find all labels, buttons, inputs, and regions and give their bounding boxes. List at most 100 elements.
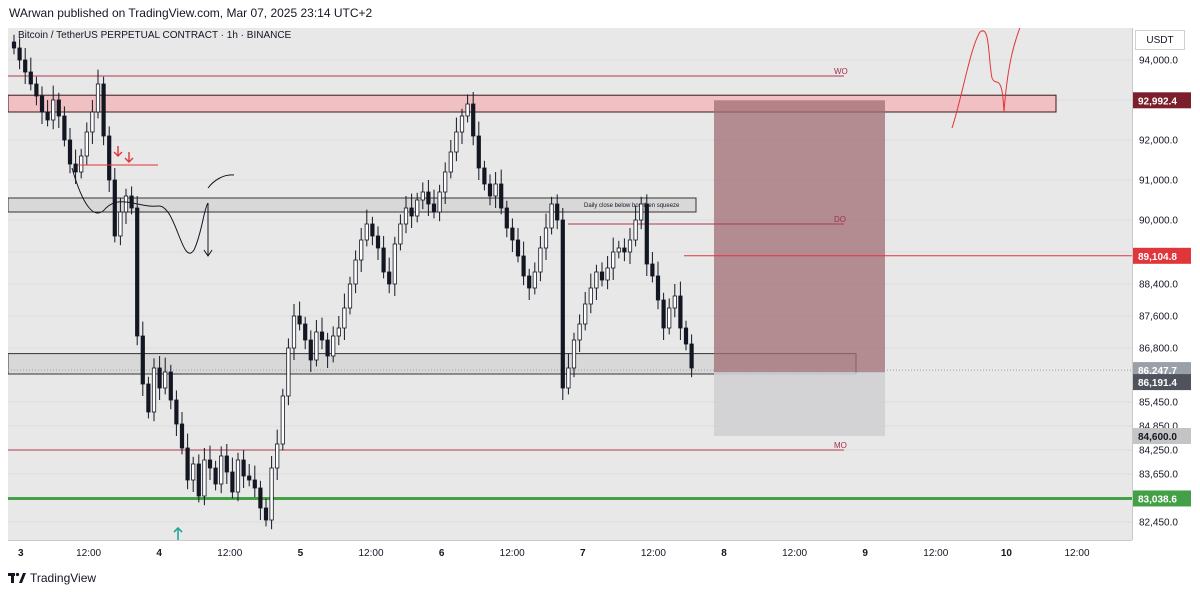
candle-up (163, 371, 168, 389)
drawn-path-down (71, 167, 209, 254)
candle-down (527, 275, 532, 289)
price-tick-label: 84,850.0 (1139, 422, 1178, 433)
grid-layer (8, 59, 1132, 523)
price-tick-label: 90,000.0 (1139, 216, 1178, 227)
candle-down (482, 167, 487, 185)
candle-down (431, 203, 437, 213)
drawn-red-projection (951, 28, 1021, 129)
candle-down (555, 203, 560, 221)
candle-down (62, 115, 67, 141)
candle-down (140, 335, 145, 385)
candle-down (224, 455, 229, 473)
candle-up (90, 111, 95, 133)
price-badge-label: 83,038.6 (1138, 494, 1177, 505)
currency-button[interactable]: USDT (1135, 30, 1185, 50)
candle-down (521, 255, 526, 277)
candle-down (622, 247, 627, 253)
price-badge-label: 92,992.4 (1138, 96, 1177, 107)
time-axis-labels: 3 12:00 4 12:00 5 12:00 6 12:00 7 12:00 8 12:00 9 12:… (18, 548, 1090, 559)
drawn-arrow-down (203, 203, 213, 257)
candle-down (252, 479, 257, 489)
candle-up (364, 223, 369, 241)
candle-up (532, 271, 537, 289)
price-badge-label: 84,600.0 (1138, 432, 1177, 443)
candle-down (504, 207, 509, 229)
candle-up (359, 239, 364, 261)
candle-up (269, 467, 274, 521)
candle-up (331, 335, 336, 357)
time-tick-label: 12:00 (500, 548, 525, 559)
candles-layer (11, 34, 694, 530)
candle-up (342, 307, 347, 329)
candle-up (616, 247, 621, 253)
candle-down (510, 227, 515, 241)
time-tick-label: 10 (1001, 548, 1013, 559)
position-target-area (714, 372, 885, 436)
candle-up (286, 347, 291, 397)
price-badge (1133, 428, 1191, 444)
candle-up (633, 219, 638, 241)
candle-down (258, 487, 263, 509)
candle-up (465, 103, 470, 117)
price-tick-label: 85,450.0 (1139, 398, 1178, 409)
price-tick-label: 83,650.0 (1139, 470, 1178, 481)
candle-up (291, 315, 297, 349)
candle-down (426, 191, 431, 205)
candle-up (347, 283, 353, 309)
green-arrow-up (173, 526, 183, 540)
candle-up (639, 203, 644, 221)
candle-down (499, 183, 504, 209)
candle-down (45, 111, 50, 121)
candle-up (437, 191, 442, 213)
symbol-title[interactable]: Bitcoin / TetherUS PERPETUAL CONTRACT · … (18, 30, 292, 41)
candle-up (420, 191, 425, 201)
time-tick-label: 6 (439, 548, 445, 559)
candle-up (202, 459, 207, 497)
squeeze-box (8, 197, 697, 213)
candle-up (403, 207, 409, 225)
candle-up (336, 327, 341, 337)
candle-down (101, 83, 106, 137)
candle-down (650, 263, 655, 277)
candle-up (353, 259, 358, 285)
time-tick-label: 9 (862, 548, 868, 559)
candle-up (275, 443, 280, 469)
candle-down (39, 95, 45, 113)
candle-down (409, 207, 414, 217)
candle-down (34, 83, 39, 97)
candle-up (151, 367, 157, 413)
candle-up (667, 307, 672, 329)
candle-up (219, 455, 224, 485)
candle-up (280, 395, 285, 445)
chart-area[interactable]: WO DO MO Daily close below box then squeeze… (8, 28, 1132, 540)
price-tick-label: 82,450.0 (1139, 518, 1178, 529)
time-tick-label: 5 (298, 548, 304, 559)
time-tick-label: 12:00 (923, 548, 948, 559)
candle-up (588, 287, 593, 305)
candle-up (627, 239, 633, 253)
candle-down (560, 219, 565, 389)
candle-down (179, 423, 185, 449)
footer-brand: TradingView (30, 571, 97, 585)
candle-up (392, 243, 397, 285)
price-badge-label: 86,247.7 (1138, 366, 1177, 377)
price-axis[interactable]: 94,000.093,000.092,000.091,000.090,000.0… (1132, 28, 1193, 540)
price-badge (1133, 490, 1191, 507)
candle-up (314, 331, 319, 361)
candle-down (263, 507, 269, 521)
publish-info: WArwan published on TradingView.com, Mar… (9, 6, 373, 20)
price-chart[interactable]: WO DO MO Daily close below box then squeeze (8, 28, 1132, 540)
candle-down (661, 299, 666, 329)
drawings-layer (71, 28, 1021, 540)
price-tick-label: 94,000.0 (1139, 56, 1178, 67)
price-badge (1133, 374, 1191, 391)
candle-down (241, 459, 246, 477)
candle-down (174, 399, 179, 425)
do-label: DO (834, 215, 846, 224)
time-axis[interactable]: 3 12:00 4 12:00 5 12:00 6 12:00 7 12:00 8 12:00 9 12:… (8, 540, 1132, 565)
candle-up (538, 247, 543, 273)
supply-zone (8, 94, 1057, 113)
wo-label: WO (834, 67, 848, 76)
time-tick-label: 8 (721, 548, 727, 559)
candle-down (599, 271, 605, 281)
